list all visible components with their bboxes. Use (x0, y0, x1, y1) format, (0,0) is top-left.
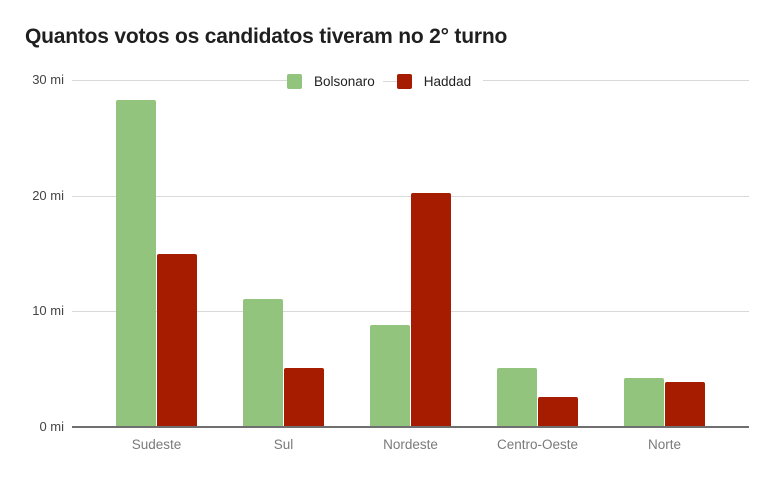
x-label-sul: Sul (273, 437, 294, 452)
legend-item-haddad[interactable]: Haddad (396, 73, 479, 89)
legend-swatch-bolsonaro-icon (287, 73, 302, 89)
bar-bolsonaro-sul[interactable] (243, 298, 283, 427)
y-tick-10: 10 mi (32, 303, 64, 318)
x-label-norte: Norte (647, 437, 681, 452)
bar-bolsonaro-nordeste[interactable] (370, 325, 410, 427)
x-axis-baseline (72, 426, 749, 428)
chart-title: Quantos votos os candidatos tiveram no 2… (25, 25, 508, 48)
gridline-10 (72, 311, 749, 312)
legend: Bolsonaro Haddad (287, 72, 484, 90)
plot-area (72, 80, 749, 428)
legend-item-bolsonaro[interactable]: Bolsonaro (287, 73, 383, 89)
legend-swatch-haddad-icon (396, 73, 412, 89)
y-tick-30: 30 mi (32, 72, 64, 87)
x-label-nordeste: Nordeste (383, 437, 438, 452)
legend-label-haddad: Haddad (421, 73, 474, 89)
x-label-sudeste: Sudeste (131, 437, 182, 452)
bar-bolsonaro-centro-oeste[interactable] (497, 368, 537, 427)
gridline-20 (72, 196, 749, 197)
bar-haddad-centro-oeste[interactable] (538, 396, 578, 427)
bar-haddad-nordeste[interactable] (411, 193, 451, 427)
bar-haddad-norte[interactable] (665, 381, 705, 427)
x-label-centro-oeste: Centro-Oeste (496, 437, 579, 452)
bar-haddad-sudeste[interactable] (157, 253, 197, 427)
bar-haddad-sul[interactable] (284, 368, 324, 427)
y-tick-20: 20 mi (32, 188, 64, 203)
y-tick-0: 0 mi (39, 419, 64, 434)
bar-bolsonaro-sudeste[interactable] (116, 99, 156, 427)
bar-bolsonaro-norte[interactable] (624, 378, 664, 427)
legend-label-bolsonaro: Bolsonaro (312, 73, 377, 89)
legend-separator (382, 80, 397, 82)
